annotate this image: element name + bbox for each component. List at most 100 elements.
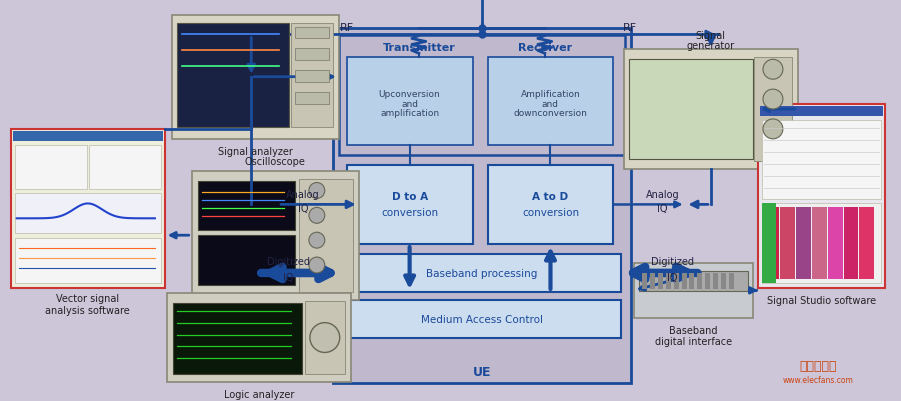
Text: Analog: Analog — [287, 190, 320, 200]
Bar — [177, 24, 289, 128]
Bar — [172, 16, 339, 140]
Bar — [197, 181, 295, 231]
Text: Signal Studio software: Signal Studio software — [767, 295, 876, 305]
Text: Amplification: Amplification — [521, 89, 580, 98]
Text: 电子发烧友: 电子发烧友 — [799, 359, 836, 372]
Circle shape — [309, 183, 324, 199]
Text: Upconversion: Upconversion — [378, 89, 441, 98]
Text: D to A: D to A — [392, 192, 428, 202]
Bar — [689, 273, 695, 289]
Bar — [762, 204, 881, 283]
Bar — [167, 293, 350, 382]
Bar — [760, 107, 883, 117]
Bar — [347, 165, 473, 245]
Bar — [192, 171, 359, 300]
Bar — [860, 208, 874, 279]
Bar — [14, 194, 161, 234]
Bar — [843, 208, 859, 279]
Bar — [764, 208, 778, 279]
Bar — [14, 239, 161, 283]
Text: analysis software: analysis software — [45, 305, 130, 315]
Text: IQ: IQ — [658, 204, 668, 214]
Text: Digitized: Digitized — [267, 256, 310, 266]
Bar — [639, 271, 748, 291]
Text: Digitized: Digitized — [651, 256, 694, 266]
Bar — [780, 208, 795, 279]
Bar — [812, 208, 826, 279]
Text: IQ: IQ — [283, 272, 294, 282]
Bar — [295, 49, 329, 61]
Bar — [14, 146, 86, 190]
Bar — [642, 273, 647, 289]
Bar — [623, 50, 797, 169]
Bar — [697, 273, 703, 289]
Bar — [291, 24, 332, 128]
Text: conversion: conversion — [381, 208, 438, 218]
Text: IQ: IQ — [668, 272, 678, 282]
Bar — [681, 273, 687, 289]
Text: downconversion: downconversion — [514, 109, 587, 118]
Bar — [295, 93, 329, 105]
Bar — [762, 121, 881, 200]
Bar — [629, 60, 753, 159]
Bar — [332, 28, 631, 383]
Text: and: and — [542, 99, 559, 108]
Bar — [89, 146, 161, 190]
Text: RF: RF — [623, 22, 637, 32]
Bar — [487, 165, 614, 245]
Text: digital interface: digital interface — [655, 336, 732, 346]
Circle shape — [309, 208, 324, 224]
Bar — [754, 58, 792, 161]
Bar — [295, 71, 329, 83]
Text: conversion: conversion — [522, 208, 579, 218]
Circle shape — [763, 60, 783, 80]
Text: Receiver: Receiver — [518, 43, 572, 53]
Bar — [299, 179, 352, 292]
Text: A to D: A to D — [532, 192, 569, 202]
Text: Baseband processing: Baseband processing — [426, 268, 538, 278]
Bar — [722, 273, 726, 289]
Bar — [347, 58, 473, 146]
Bar — [197, 236, 295, 285]
Text: Logic analyzer: Logic analyzer — [223, 389, 294, 399]
Text: Vector signal: Vector signal — [56, 293, 119, 303]
Bar — [342, 255, 621, 292]
Bar — [650, 273, 655, 289]
Text: and: and — [401, 99, 418, 108]
Text: RF: RF — [340, 22, 354, 32]
Bar — [295, 27, 329, 39]
Text: Oscilloscope: Oscilloscope — [245, 156, 305, 166]
Text: amplification: amplification — [380, 109, 439, 118]
Circle shape — [763, 90, 783, 110]
Text: generator: generator — [687, 41, 735, 51]
Text: Baseband: Baseband — [669, 325, 718, 335]
Bar — [666, 273, 670, 289]
Text: Signal: Signal — [696, 31, 726, 41]
Bar — [11, 130, 165, 288]
Text: Signal analyzer: Signal analyzer — [218, 146, 293, 156]
Circle shape — [763, 119, 783, 140]
Bar — [828, 208, 842, 279]
Bar — [173, 303, 302, 375]
Bar — [658, 273, 662, 289]
Text: Medium Access Control: Medium Access Control — [421, 314, 542, 324]
Bar — [758, 105, 886, 288]
Bar — [342, 300, 621, 338]
Bar — [674, 273, 678, 289]
Circle shape — [310, 323, 340, 352]
Bar — [633, 263, 753, 318]
Text: www.elecfans.com: www.elecfans.com — [782, 375, 853, 384]
Circle shape — [309, 233, 324, 249]
Bar — [705, 273, 710, 289]
Text: UE: UE — [472, 365, 491, 378]
Text: Analog: Analog — [646, 190, 679, 200]
Bar — [729, 273, 734, 289]
Bar — [714, 273, 718, 289]
Bar — [305, 301, 345, 375]
Bar — [339, 36, 625, 155]
Text: IQ: IQ — [297, 204, 308, 214]
Bar — [487, 58, 614, 146]
Bar — [796, 208, 811, 279]
Bar — [762, 204, 776, 283]
Text: Transmitter: Transmitter — [382, 43, 455, 53]
